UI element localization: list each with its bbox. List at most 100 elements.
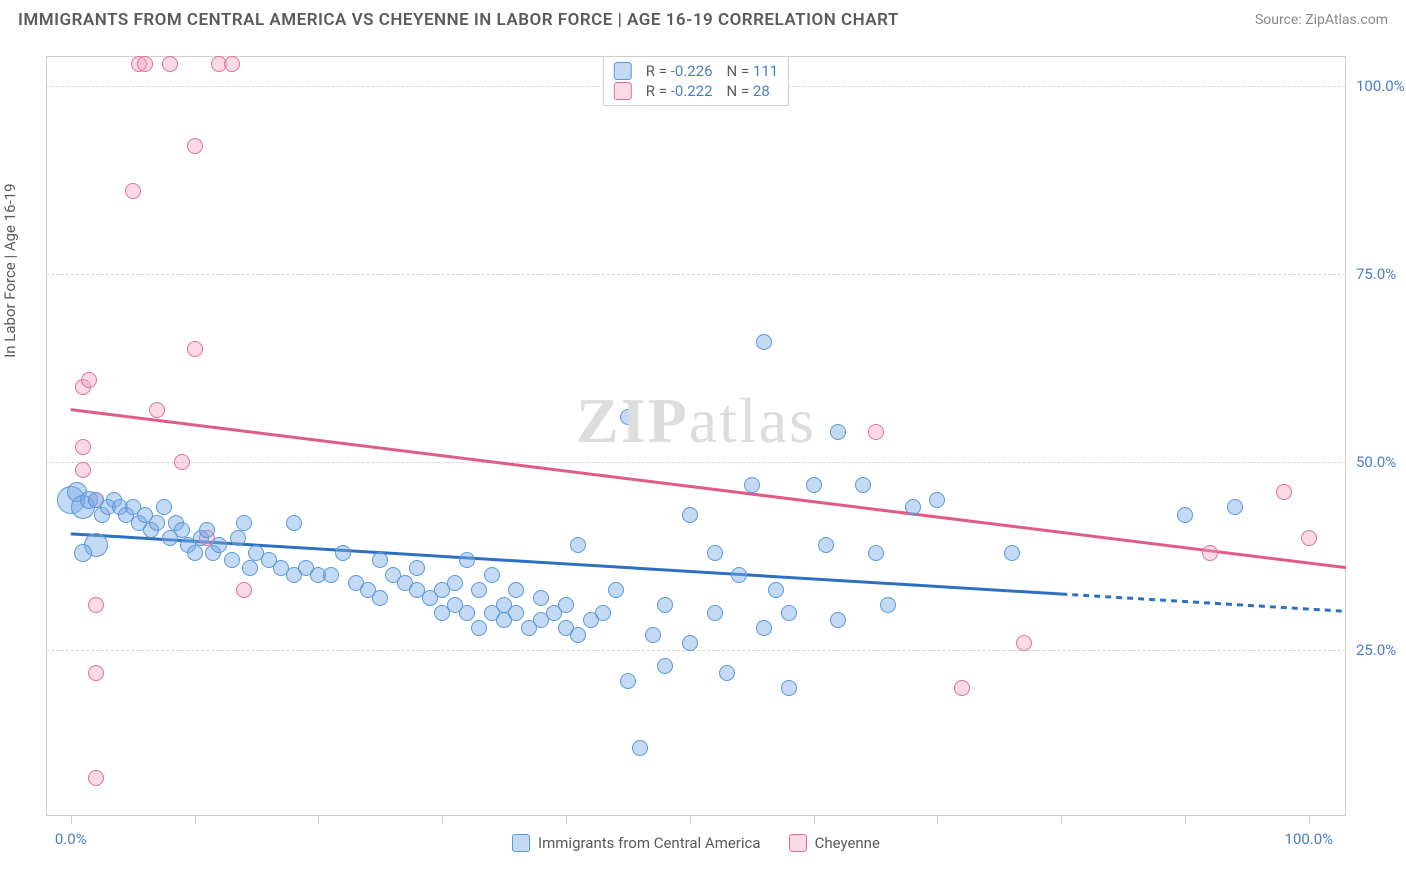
scatter-point xyxy=(187,341,203,357)
scatter-point xyxy=(242,560,258,576)
scatter-point xyxy=(187,545,203,561)
legend-row-series-2: R = -0.222 N = 28 xyxy=(614,81,778,101)
scatter-point xyxy=(657,658,673,674)
r-label-1: R = xyxy=(646,62,667,80)
gridline xyxy=(46,274,1346,275)
scatter-point xyxy=(174,454,190,470)
scatter-point xyxy=(81,372,97,388)
n-value-1: 111 xyxy=(753,62,778,80)
scatter-point xyxy=(830,424,846,440)
scatter-point xyxy=(74,544,92,562)
scatter-point xyxy=(756,620,772,636)
scatter-point xyxy=(818,537,834,553)
scatter-point xyxy=(236,582,252,598)
scatter-point xyxy=(905,499,921,515)
n-value-2: 28 xyxy=(753,82,770,100)
scatter-point xyxy=(1227,499,1243,515)
scatter-point xyxy=(149,402,165,418)
scatter-point xyxy=(595,605,611,621)
scatter-point xyxy=(855,477,871,493)
xtick xyxy=(1309,816,1310,824)
legend-label-1: Immigrants from Central America xyxy=(538,834,761,852)
series-legend: Immigrants from Central America Cheyenne xyxy=(46,834,1346,852)
scatter-point xyxy=(471,582,487,598)
scatter-point xyxy=(459,552,475,568)
scatter-point xyxy=(230,530,246,546)
legend-row-series-1: R = -0.226 N = 111 xyxy=(614,61,778,81)
r-label-2: R = xyxy=(646,82,667,100)
scatter-point xyxy=(954,680,970,696)
scatter-point xyxy=(174,522,190,538)
scatter-point xyxy=(409,560,425,576)
scatter-point xyxy=(1301,530,1317,546)
scatter-point xyxy=(682,507,698,523)
legend-bottom-swatch-2 xyxy=(789,834,807,852)
scatter-point xyxy=(323,567,339,583)
xtick xyxy=(937,816,938,824)
scatter-point xyxy=(868,424,884,440)
xtick xyxy=(1061,816,1062,824)
scatter-point xyxy=(459,605,475,621)
scatter-point xyxy=(768,582,784,598)
xtick xyxy=(690,816,691,824)
scatter-point xyxy=(806,477,822,493)
scatter-point xyxy=(187,138,203,154)
legend-bottom-swatch-1 xyxy=(512,834,530,852)
n-label-1: N = xyxy=(727,62,750,80)
gridline xyxy=(46,462,1346,463)
scatter-point xyxy=(608,582,624,598)
scatter-point xyxy=(620,673,636,689)
scatter-point xyxy=(756,334,772,350)
xtick xyxy=(318,816,319,824)
scatter-point xyxy=(508,582,524,598)
legend-item-2: Cheyenne xyxy=(789,834,880,852)
source-name: ZipAtlas.com xyxy=(1305,12,1388,28)
scatter-point xyxy=(484,567,500,583)
scatter-point xyxy=(620,409,636,425)
plot-border xyxy=(46,56,1346,816)
scatter-point xyxy=(781,680,797,696)
ytick-label: 75.0% xyxy=(1356,265,1406,283)
n-label-2: N = xyxy=(727,82,750,100)
xtick xyxy=(442,816,443,824)
scatter-point xyxy=(868,545,884,561)
scatter-point xyxy=(162,56,178,72)
chart-source: Source: ZipAtlas.com xyxy=(1255,12,1388,28)
xtick xyxy=(71,816,72,824)
scatter-point xyxy=(1016,635,1032,651)
scatter-point xyxy=(335,545,351,561)
xtick xyxy=(814,816,815,824)
xtick xyxy=(566,816,567,824)
legend-item-1: Immigrants from Central America xyxy=(512,834,761,852)
xtick xyxy=(1185,816,1186,824)
scatter-point xyxy=(471,620,487,636)
scatter-point xyxy=(570,627,586,643)
scatter-point xyxy=(137,56,153,72)
scatter-point xyxy=(149,515,165,531)
scatter-point xyxy=(372,552,388,568)
correlation-legend: R = -0.226 N = 111 R = -0.222 N = 28 xyxy=(603,56,789,106)
scatter-point xyxy=(880,597,896,613)
scatter-point xyxy=(1276,484,1292,500)
scatter-point xyxy=(447,575,463,591)
scatter-point xyxy=(372,590,388,606)
scatter-point xyxy=(224,56,240,72)
ytick-label: 100.0% xyxy=(1356,77,1406,95)
chart-area: In Labor Force | Age 16-19 25.0%50.0%75.… xyxy=(46,56,1346,816)
r-value-1: -0.226 xyxy=(671,62,713,80)
scatter-point xyxy=(286,515,302,531)
scatter-point xyxy=(707,545,723,561)
scatter-point xyxy=(508,605,524,621)
scatter-point xyxy=(125,183,141,199)
scatter-point xyxy=(929,492,945,508)
legend-swatch-1 xyxy=(614,62,632,80)
xtick xyxy=(195,816,196,824)
legend-swatch-2 xyxy=(614,82,632,100)
scatter-point xyxy=(1202,545,1218,561)
chart-header: IMMIGRANTS FROM CENTRAL AMERICA VS CHEYE… xyxy=(0,0,1406,36)
scatter-point xyxy=(719,665,735,681)
ytick-label: 50.0% xyxy=(1356,453,1406,471)
scatter-point xyxy=(645,627,661,643)
legend-label-2: Cheyenne xyxy=(815,834,880,852)
scatter-point xyxy=(199,522,215,538)
